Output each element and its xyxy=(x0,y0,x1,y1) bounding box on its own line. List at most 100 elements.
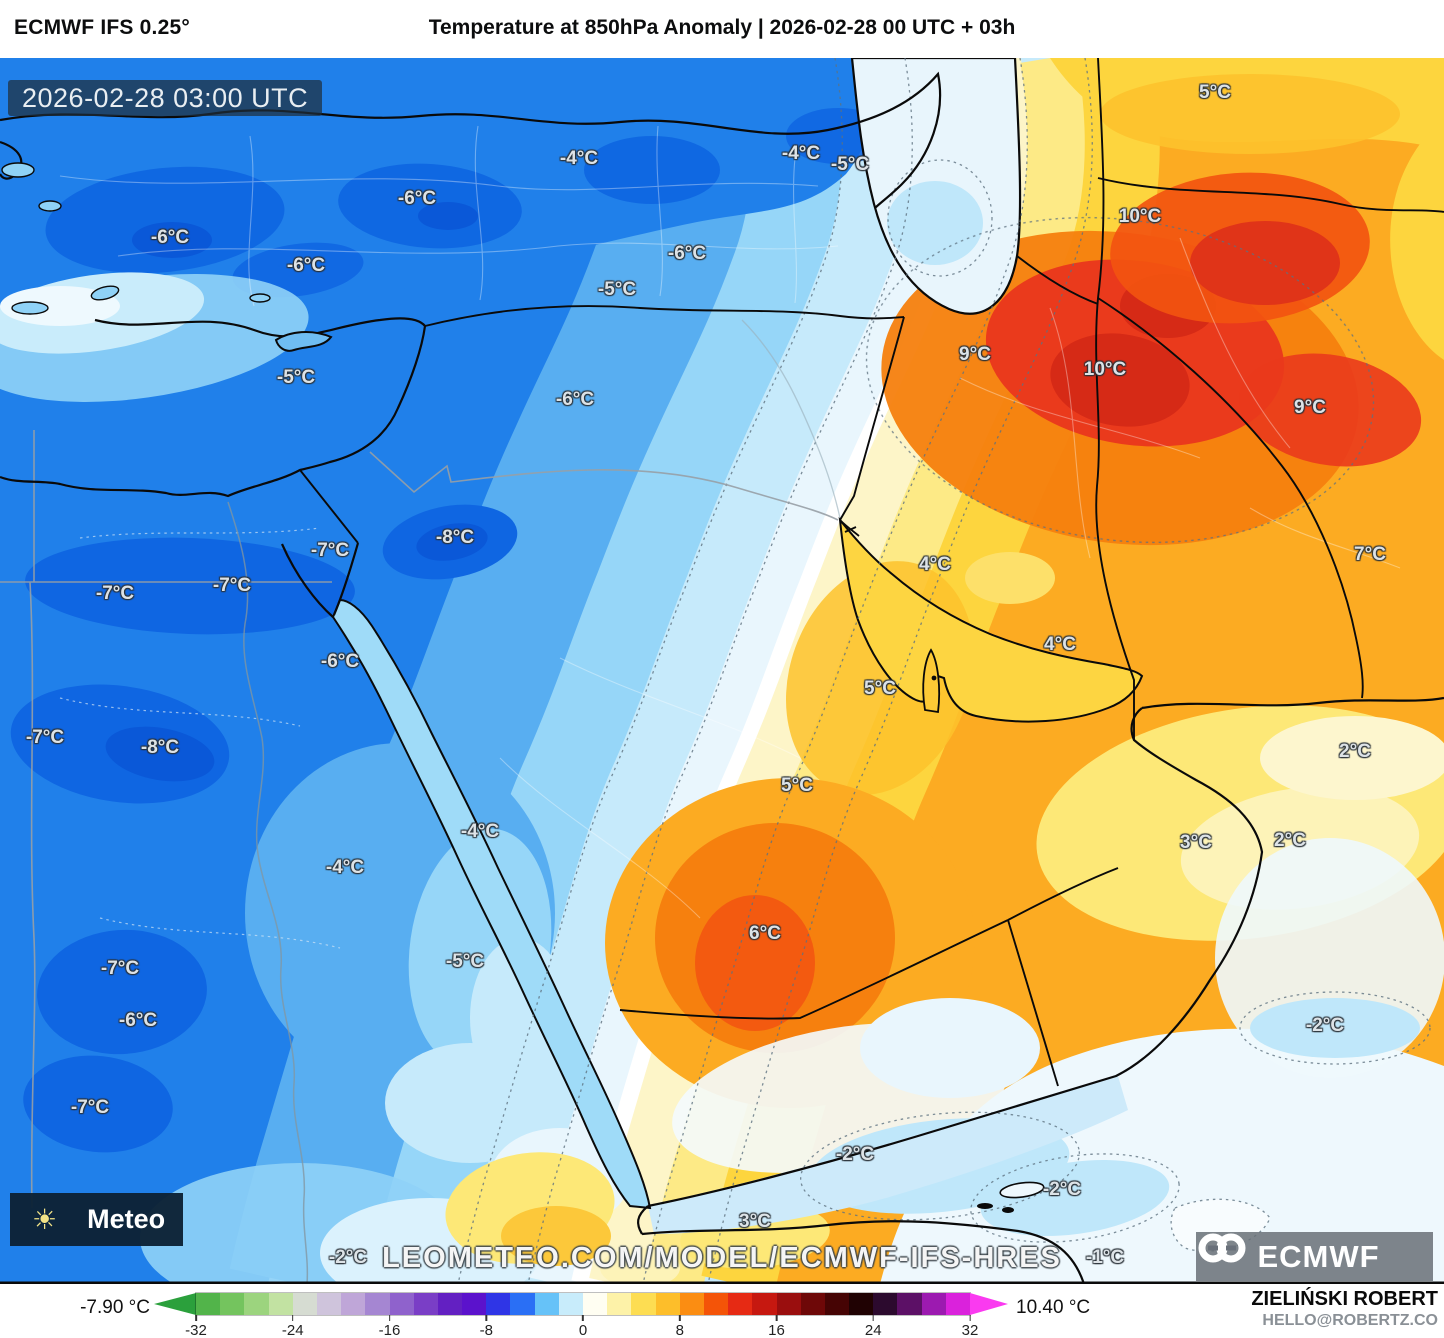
header-bar: ECMWF IFS 0.25° Temperature at 850hPa An… xyxy=(0,0,1444,58)
colorbar-cell xyxy=(462,1293,487,1315)
colorbar xyxy=(154,1292,1008,1316)
temp-contour-label: 9°C xyxy=(1294,397,1326,418)
persian-gulf xyxy=(838,516,1144,723)
colorbar-tick: 16 xyxy=(768,1315,785,1338)
colorbar-cell xyxy=(703,1293,729,1315)
colorbar-tick: 32 xyxy=(962,1315,978,1338)
colorbar-cell xyxy=(316,1293,342,1315)
temp-contour-label: -7°C xyxy=(100,958,140,979)
temp-contour-label: 9°C xyxy=(959,344,991,365)
temp-contour-label: -4°C xyxy=(325,857,365,878)
colorbar-cell xyxy=(897,1293,922,1315)
province-mesh xyxy=(59,125,1401,919)
temp-contour-label: -6°C xyxy=(320,651,360,672)
aegean-islands xyxy=(1,162,271,315)
red-sea xyxy=(331,598,652,1210)
colorbar-tick: -8 xyxy=(480,1315,493,1338)
colorbar-tick: 8 xyxy=(676,1315,684,1338)
temp-contour-label: 4°C xyxy=(919,554,951,575)
colorbar-cell xyxy=(631,1293,656,1315)
colorbar-cell xyxy=(220,1293,245,1315)
contour-lines-light xyxy=(59,527,341,949)
temp-contour-label: -8°C xyxy=(435,527,475,548)
colorbar-cell xyxy=(268,1293,293,1315)
timestamp-badge: 2026-02-28 03:00 UTC xyxy=(8,80,323,116)
temp-contour-label: -5°C xyxy=(445,951,485,972)
temp-contour-label: -2°C xyxy=(1305,1015,1345,1036)
admin-borders xyxy=(0,319,841,1282)
temp-contour-label: 5°C xyxy=(864,678,896,699)
colorbar-min-label: -7.90 °C xyxy=(80,1297,150,1318)
temp-contour-label: -6°C xyxy=(555,389,595,410)
temp-contour-label: -6°C xyxy=(150,227,190,248)
brand-logo-text: Meteo xyxy=(87,1204,166,1234)
colorbar-cell xyxy=(583,1293,608,1315)
temp-contour-label: 10°C xyxy=(1083,359,1127,380)
temp-contour-label: -6°C xyxy=(397,188,437,209)
watermark-text: LEOMETEO.COM/MODEL/ECMWF-IFS-HRES xyxy=(382,1242,1062,1274)
temp-contour-label: 7°C xyxy=(1354,544,1386,565)
temp-contour-label: -6°C xyxy=(118,1010,158,1031)
anomaly-map-graphic xyxy=(0,58,1444,1282)
socotra-island xyxy=(999,1181,1045,1199)
colorbar-tick: 24 xyxy=(865,1315,882,1338)
colorbar-right-arrow xyxy=(970,1293,1008,1315)
model-label: ECMWF IFS 0.25° xyxy=(14,16,190,39)
temp-contour-label: -2°C xyxy=(835,1144,875,1165)
bahrain-island xyxy=(931,675,937,681)
colorbar-cell xyxy=(752,1293,777,1315)
colorbar-cell xyxy=(486,1293,511,1315)
temp-contour-label: -5°C xyxy=(830,154,870,175)
qatar-peninsula xyxy=(922,648,941,714)
colorbar-cell xyxy=(655,1293,680,1315)
temp-contour-label: -8°C xyxy=(140,737,180,758)
temp-contour-label: -4°C xyxy=(460,821,500,842)
colorbar-cell xyxy=(776,1293,801,1315)
colorbar-cell xyxy=(849,1293,874,1315)
temp-contour-label: 4°C xyxy=(1044,634,1076,655)
temp-contour-label: -7°C xyxy=(95,583,135,604)
author-name: ZIELIŃSKI ROBERT xyxy=(1251,1288,1438,1310)
colorbar-cell xyxy=(437,1293,463,1315)
cyprus-island xyxy=(274,331,333,352)
colorbar-ticks: -32 -24 -16 -8 0 8 16 24 32 xyxy=(185,1315,978,1338)
map-canvas: 5°C -6°C -6°C -6°C -4°C -4°C -5°C -6°C -5°C 10°C -… xyxy=(0,58,1444,1284)
temp-contour-label: -5°C xyxy=(276,367,316,388)
colorbar-cell xyxy=(558,1293,583,1315)
temp-contour-label: -7°C xyxy=(70,1097,110,1118)
colorbar-cell xyxy=(873,1293,898,1315)
sun-icon: ☀ xyxy=(32,1203,58,1235)
colorbar-tick: -16 xyxy=(379,1315,400,1338)
colorbar-cell xyxy=(292,1293,317,1315)
colorbar-tick: -24 xyxy=(282,1315,304,1338)
temp-contour-label: -4°C xyxy=(559,148,599,169)
colorbar-cell xyxy=(824,1293,850,1315)
colorbar-cell xyxy=(945,1293,970,1315)
colorbar-cell xyxy=(921,1293,946,1315)
colorbar-max-label: 10.40 °C xyxy=(1016,1297,1091,1318)
colorbar-cell xyxy=(510,1293,535,1315)
temp-contour-label: 2°C xyxy=(1339,741,1371,762)
temp-contour-label: -2°C xyxy=(328,1247,368,1268)
temp-contour-label: 6°C xyxy=(749,923,781,944)
temp-contour-label: -5°C xyxy=(597,279,637,300)
temp-contour-label: -7°C xyxy=(212,575,252,596)
colorbar-cell xyxy=(196,1293,221,1315)
colorbar-tick: 0 xyxy=(579,1315,587,1338)
ecmwf-logo-icon xyxy=(1198,1233,1246,1263)
colorbar-cell xyxy=(365,1293,390,1315)
colorbar-cell xyxy=(389,1293,414,1315)
ecmwf-logo-text: ECMWF xyxy=(1257,1238,1380,1274)
ecmwf-logo: ECMWF xyxy=(1196,1232,1433,1281)
colorbar-cell xyxy=(341,1293,366,1315)
colorbar-cell xyxy=(534,1293,559,1315)
page-title: Temperature at 850hPa Anomaly | 2026-02-… xyxy=(428,16,1016,39)
temp-contour-label: 10°C xyxy=(1118,206,1162,227)
temp-contour-label: 5°C xyxy=(1199,82,1231,103)
colorbar-cell xyxy=(728,1293,753,1315)
temp-contour-label: -6°C xyxy=(667,243,707,264)
colorbar-cell xyxy=(679,1293,704,1315)
footer-bar: -7.90 °C -32 -24 -16 -8 0 8 16 24 32 10.40 °C ZI… xyxy=(0,1284,1444,1338)
colorbar-cell xyxy=(413,1293,438,1315)
temp-contour-label: -7°C xyxy=(25,727,65,748)
